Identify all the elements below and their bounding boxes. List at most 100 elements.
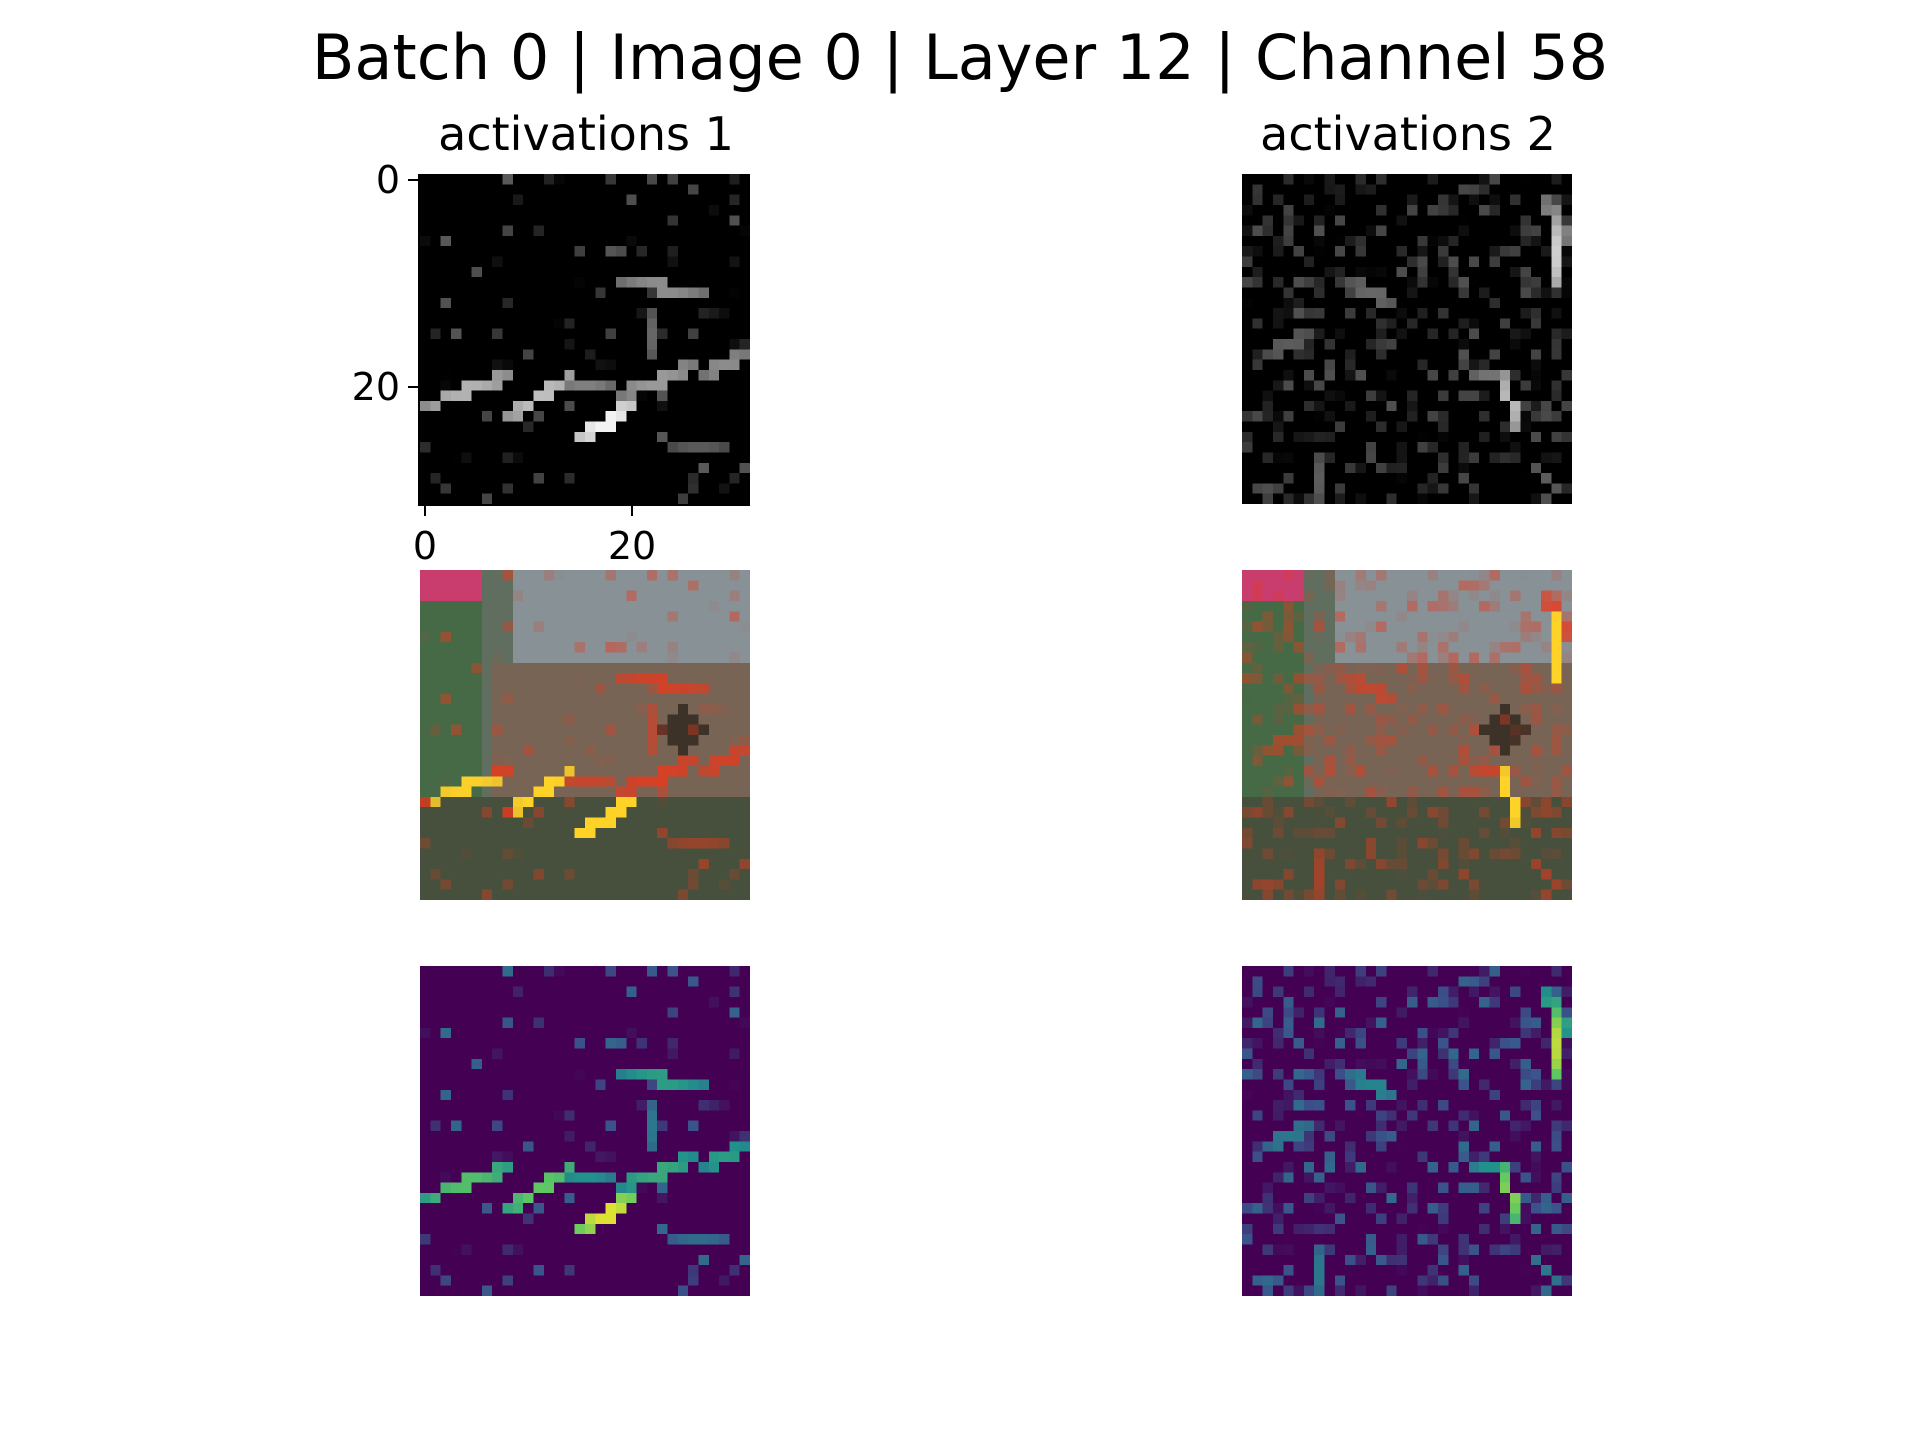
x-tick-label-0: 0 bbox=[412, 524, 438, 568]
overlay-cell bbox=[1396, 683, 1408, 694]
overlay-cell bbox=[698, 807, 709, 818]
heatmap-cell bbox=[615, 1017, 627, 1029]
heatmap-cell bbox=[1541, 215, 1552, 226]
heatmap-cell bbox=[1355, 462, 1366, 474]
overlay-cell bbox=[502, 621, 514, 633]
heatmap-cell bbox=[1272, 431, 1284, 443]
heatmap-cell bbox=[1520, 215, 1531, 226]
heatmap-cell bbox=[420, 390, 431, 402]
heatmap-cell bbox=[1437, 462, 1449, 474]
heatmap-cell bbox=[440, 225, 452, 237]
heatmap-cell bbox=[1345, 266, 1356, 278]
overlay-cell bbox=[1365, 704, 1377, 715]
heatmap-cell bbox=[708, 431, 720, 443]
overlay-cell bbox=[677, 889, 689, 900]
heatmap-cell bbox=[481, 1161, 493, 1173]
heatmap-cell bbox=[1365, 246, 1377, 257]
overlay-cell bbox=[615, 848, 627, 859]
overlay-cell bbox=[1396, 704, 1408, 715]
heatmap-cell bbox=[1407, 411, 1418, 422]
overlay-cell bbox=[430, 889, 441, 900]
heatmap-cell bbox=[1551, 400, 1562, 412]
overlay-cell bbox=[471, 621, 483, 633]
overlay-cell bbox=[1324, 600, 1336, 612]
overlay-cell bbox=[1365, 776, 1377, 787]
overlay-cell bbox=[1551, 765, 1562, 777]
overlay-cell bbox=[554, 838, 565, 849]
heatmap-cell bbox=[564, 266, 575, 278]
overlay-cell bbox=[1407, 714, 1418, 725]
heatmap-cell bbox=[492, 1069, 503, 1080]
panel-title-activations-2: activations 2 bbox=[1260, 107, 1556, 161]
heatmap-cell bbox=[461, 235, 472, 247]
overlay-cell bbox=[708, 745, 720, 756]
overlay-cell bbox=[585, 889, 596, 900]
overlay-cell bbox=[1407, 662, 1418, 674]
overlay-cell bbox=[1303, 662, 1315, 674]
heatmap-cell bbox=[554, 380, 565, 391]
overlay-cell bbox=[688, 611, 699, 622]
overlay-cell bbox=[1314, 662, 1325, 674]
heatmap-cell bbox=[708, 421, 720, 433]
overlay-cell bbox=[1334, 869, 1346, 880]
heatmap-cell bbox=[440, 986, 452, 998]
heatmap-cell bbox=[719, 1089, 730, 1101]
heatmap-cell bbox=[430, 1244, 441, 1255]
overlay-cell bbox=[708, 642, 720, 653]
overlay-cell bbox=[523, 611, 534, 622]
heatmap-cell bbox=[1437, 339, 1449, 350]
overlay-cell bbox=[1396, 611, 1408, 622]
heatmap-cell bbox=[667, 1007, 679, 1018]
heatmap-cell bbox=[440, 1203, 452, 1214]
heatmap-cell bbox=[471, 328, 483, 340]
overlay-cell bbox=[574, 693, 586, 705]
overlay-cell bbox=[1458, 580, 1470, 591]
overlay-cell bbox=[1499, 807, 1511, 818]
overlay-cell bbox=[626, 776, 637, 787]
overlay-cell bbox=[1520, 786, 1531, 798]
overlay-cell bbox=[1293, 858, 1305, 870]
heatmap-cell bbox=[440, 256, 452, 268]
heatmap-cell bbox=[481, 1244, 493, 1255]
heatmap-cell bbox=[1520, 473, 1531, 484]
heatmap-cell bbox=[430, 421, 441, 433]
heatmap-cell bbox=[502, 1223, 514, 1235]
overlay-cell bbox=[1324, 621, 1336, 633]
overlay-cell bbox=[595, 714, 606, 725]
overlay-cell bbox=[512, 827, 524, 839]
heatmap-cell bbox=[1520, 493, 1531, 504]
heatmap-cell bbox=[646, 1213, 658, 1225]
overlay-cell bbox=[626, 807, 637, 818]
overlay-cell bbox=[657, 879, 668, 890]
heatmap-cell bbox=[1386, 431, 1397, 443]
heatmap-cell bbox=[1272, 246, 1284, 257]
heatmap-cell bbox=[646, 1131, 658, 1142]
heatmap-cell bbox=[554, 1234, 565, 1245]
heatmap-cell bbox=[677, 225, 689, 237]
heatmap-cell bbox=[523, 473, 534, 484]
heatmap-cell bbox=[502, 462, 514, 474]
heatmap-cell bbox=[605, 400, 617, 412]
overlay-cell bbox=[1252, 755, 1263, 767]
overlay-cell bbox=[554, 745, 565, 756]
heatmap-cell bbox=[688, 390, 699, 402]
overlay-cell bbox=[646, 796, 658, 808]
heatmap-cell bbox=[1283, 328, 1294, 340]
overlay-cell bbox=[1303, 642, 1315, 653]
overlay-cell bbox=[533, 631, 544, 643]
overlay-cell bbox=[688, 889, 699, 900]
heatmap-cell bbox=[430, 1120, 441, 1132]
heatmap-cell bbox=[1551, 483, 1562, 494]
heatmap-cell bbox=[1324, 400, 1336, 412]
overlay-cell bbox=[1479, 745, 1490, 756]
heatmap-cell bbox=[1272, 452, 1284, 463]
overlay-cell bbox=[677, 796, 689, 808]
overlay-cell bbox=[1242, 858, 1253, 870]
overlay-cell bbox=[636, 590, 648, 602]
heatmap-cell bbox=[1407, 493, 1418, 504]
heatmap-cell bbox=[698, 1172, 709, 1183]
heatmap-cell bbox=[502, 246, 514, 257]
heatmap-cell bbox=[1396, 431, 1408, 443]
overlay-cell bbox=[564, 642, 575, 653]
overlay-cell bbox=[1376, 776, 1387, 787]
